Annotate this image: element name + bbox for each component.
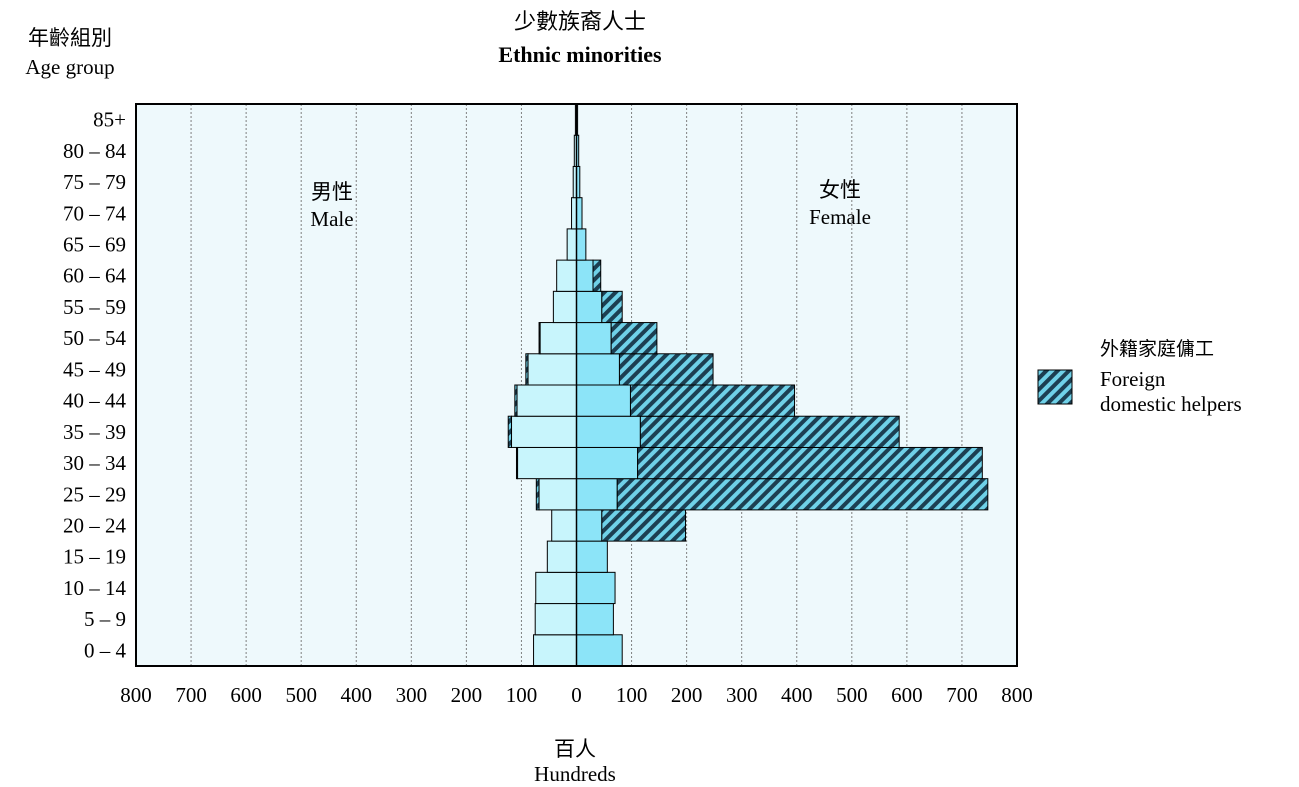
bar-male — [511, 415, 577, 448]
male-label-en: Male — [310, 207, 354, 231]
x-axis-title-zh: 百人 — [554, 737, 596, 761]
x-tick-label: 500 — [836, 683, 868, 707]
legend-swatch — [1037, 369, 1073, 405]
bar-female — [576, 478, 618, 511]
chart-title-en: Ethnic minorities — [498, 42, 662, 67]
y-tick-label: 35 – 39 — [63, 420, 126, 444]
bar-male — [517, 446, 578, 480]
bar-male — [538, 478, 577, 511]
bar-female-helpers — [592, 259, 602, 292]
x-tick-label: 700 — [175, 683, 207, 707]
y-tick-label: 50 – 54 — [63, 326, 127, 350]
x-tick-label: 100 — [506, 683, 538, 707]
bar-male — [533, 634, 578, 667]
x-axis-title-en: Hundreds — [534, 762, 616, 786]
bar-female — [576, 353, 620, 386]
bar-female-helpers — [637, 446, 983, 480]
y-tick-label: 80 – 84 — [63, 139, 127, 163]
bar-female — [576, 571, 616, 605]
legend-label-en-line2: domestic helpers — [1100, 392, 1242, 416]
bar-female — [576, 384, 631, 417]
y-tick-label: 45 – 49 — [63, 357, 126, 381]
y-tick-label: 55 – 59 — [63, 295, 126, 319]
y-axis-title-zh: 年齡組別 — [28, 26, 112, 50]
y-tick-label: 75 – 79 — [63, 170, 126, 194]
bar-female — [576, 603, 614, 636]
bar-female — [576, 259, 594, 292]
x-tick-label: 500 — [285, 683, 317, 707]
plot-frame — [135, 103, 1018, 667]
bar-female — [576, 509, 603, 542]
bar-female — [576, 634, 623, 667]
bar-male — [527, 353, 577, 386]
y-tick-label: 70 – 74 — [63, 201, 127, 225]
y-tick-labels: 0 – 4 5 – 9 10 – 14 15 – 19 20 – 24 25 – 29 30… — [63, 108, 127, 663]
y-tick-label: 10 – 14 — [63, 576, 127, 600]
y-tick-label: 85+ — [93, 108, 126, 132]
bar-male — [534, 603, 577, 636]
bar-female-helpers — [618, 353, 714, 386]
bar-male — [566, 228, 578, 261]
y-tick-label: 15 – 19 — [63, 545, 126, 569]
bar-male — [539, 322, 578, 355]
y-tick-label: 60 – 64 — [63, 264, 127, 288]
y-tick-label: 30 – 34 — [63, 451, 127, 475]
female-label-zh: 女性 — [819, 178, 861, 202]
bar-female — [576, 322, 612, 355]
bar-male — [516, 384, 577, 417]
bar-male — [556, 259, 577, 292]
bar-female — [576, 540, 608, 573]
bar-male — [535, 571, 577, 605]
x-tick-label: 700 — [946, 683, 978, 707]
x-tick-label: 100 — [616, 683, 648, 707]
female-label-en: Female — [809, 205, 871, 229]
bar-male — [552, 290, 578, 324]
bar-female-helpers — [639, 415, 900, 448]
x-tick-label: 400 — [341, 683, 373, 707]
bar-female-helpers — [601, 290, 623, 324]
x-tick-label: 0 — [571, 683, 582, 707]
legend-label-zh: 外籍家庭傭工 — [1100, 339, 1215, 360]
bar-female-helpers — [601, 509, 687, 542]
y-tick-label: 65 – 69 — [63, 233, 126, 257]
x-tick-label: 300 — [396, 683, 428, 707]
bar-male — [551, 509, 577, 542]
y-tick-label: 5 – 9 — [84, 607, 126, 631]
x-tick-label: 200 — [671, 683, 703, 707]
y-tick-label: 0 – 4 — [84, 638, 127, 662]
bar-female-helpers — [629, 384, 796, 417]
bar-female — [576, 197, 583, 230]
x-tick-labels: 800 700 600 500 400 300 200 100 0 100 200 300 400 500… — [120, 683, 1033, 707]
bar-female-helpers — [610, 322, 658, 355]
x-tick-label: 400 — [781, 683, 813, 707]
x-tick-label: 800 — [120, 683, 152, 707]
legend-label-en: Foreign domestic helpers — [1100, 367, 1242, 417]
y-tick-label: 40 – 44 — [63, 389, 127, 413]
bar-female — [576, 290, 603, 324]
legend-label-en-line1: Foreign — [1100, 367, 1166, 391]
bar-male — [546, 540, 578, 573]
bar-female-helpers — [616, 478, 989, 511]
x-tick-label: 600 — [230, 683, 262, 707]
y-tick-label: 20 – 24 — [63, 514, 127, 538]
y-axis-title-en: Age group — [25, 55, 115, 79]
x-tick-label: 600 — [891, 683, 923, 707]
y-tick-label: 25 – 29 — [63, 482, 126, 506]
male-label-zh: 男性 — [311, 180, 353, 204]
bars — [507, 103, 989, 667]
x-tick-label: 800 — [1001, 683, 1033, 707]
bar-female — [576, 446, 639, 480]
chart-title-zh: 少數族裔人士 — [513, 9, 646, 34]
bar-female — [576, 415, 641, 448]
x-tick-label: 300 — [726, 683, 758, 707]
x-tick-label: 200 — [451, 683, 483, 707]
bar-female — [576, 228, 587, 261]
